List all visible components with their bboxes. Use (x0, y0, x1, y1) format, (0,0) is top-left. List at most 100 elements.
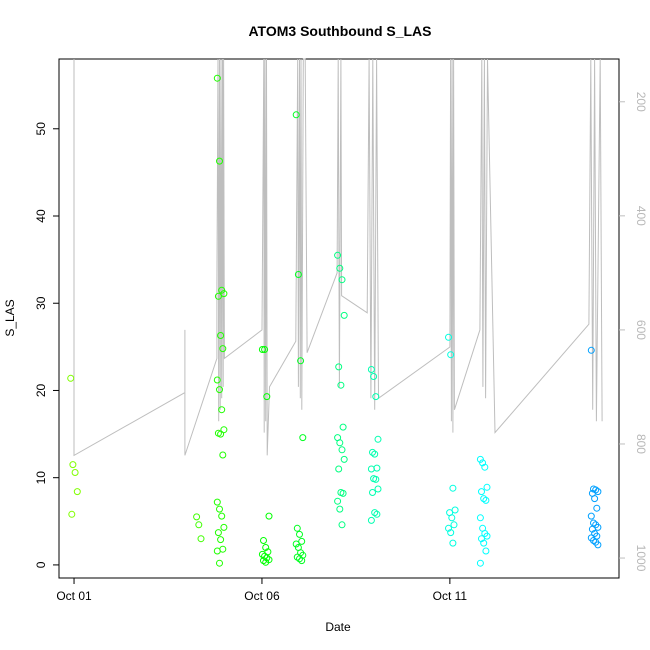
data-point (367, 465, 375, 473)
data-point (480, 495, 488, 503)
data-point (594, 541, 602, 549)
data-point (478, 535, 485, 543)
data-point (265, 512, 273, 520)
data-point (262, 558, 270, 566)
data-point (373, 510, 381, 518)
data-point (217, 536, 225, 544)
data-point (296, 530, 303, 538)
data-point (218, 406, 226, 414)
data-point (339, 489, 347, 497)
data-point (71, 469, 79, 476)
data-point (338, 521, 346, 529)
data-point (262, 544, 270, 551)
data-point (197, 535, 205, 543)
data-point (476, 455, 484, 463)
data-point (195, 521, 203, 529)
chart-title: ATOM3 Southbound S_LAS (248, 23, 431, 39)
data-point (220, 426, 228, 434)
data-point (67, 374, 75, 382)
data-point (483, 483, 491, 491)
data-point (219, 345, 227, 353)
right-tick-label: 400 (634, 206, 648, 226)
data-point (298, 537, 306, 545)
depth-trace-line (73, 58, 603, 457)
data-point (338, 276, 346, 284)
y-tick-label: 30 (34, 296, 48, 310)
data-point (292, 111, 300, 119)
data-point (298, 557, 306, 565)
data-point (483, 532, 491, 540)
data-point (591, 495, 599, 503)
data-point (448, 514, 456, 522)
data-point (445, 524, 452, 532)
x-axis-label: Date (325, 620, 351, 634)
data-point (445, 333, 452, 341)
data-point (216, 157, 223, 165)
data-point (372, 475, 380, 483)
right-tick-label: 600 (634, 320, 648, 340)
right-axis: 200 400 600 800 1000 (619, 92, 648, 572)
data-point (336, 264, 344, 272)
data-point (590, 537, 597, 544)
data-point (479, 459, 487, 467)
data-point (216, 505, 223, 513)
data-point (449, 484, 457, 492)
data-point (449, 539, 457, 547)
data-point (292, 540, 300, 548)
data-point (334, 251, 342, 259)
data-point (261, 346, 269, 353)
data-point (587, 346, 595, 354)
data-point (334, 497, 342, 505)
right-tick-label: 200 (634, 92, 648, 112)
data-point (335, 465, 343, 473)
data-point (335, 363, 343, 371)
plot-frame (58, 58, 620, 579)
right-tick-label: 800 (634, 434, 648, 454)
data-point (293, 524, 301, 532)
data-point (336, 505, 344, 513)
data-point (588, 525, 596, 533)
data-point (337, 381, 345, 389)
data-point (293, 553, 301, 561)
y-tick-label: 10 (34, 471, 48, 485)
data-point (587, 512, 595, 520)
data-point (296, 555, 303, 563)
data-point (213, 498, 221, 506)
data-point (336, 439, 344, 447)
x-tick-label: Oct 11 (433, 589, 468, 603)
data-point (299, 434, 307, 442)
data-point (297, 357, 305, 365)
data-point (593, 504, 601, 512)
y-tick-label: 20 (34, 383, 48, 397)
data-point (447, 351, 455, 359)
data-point (214, 529, 222, 537)
data-point (476, 514, 484, 522)
data-point (219, 451, 227, 459)
y-tick-label: 0 (34, 561, 48, 568)
data-point (371, 450, 379, 458)
right-tick-label: 1000 (634, 545, 648, 572)
y-tick-label: 40 (34, 209, 48, 223)
data-point (338, 446, 346, 454)
y-tick-label: 50 (34, 122, 48, 136)
depth-trace (73, 58, 603, 457)
data-point (450, 521, 458, 529)
data-point (370, 373, 378, 380)
data-point (217, 332, 225, 339)
data-point (213, 376, 221, 384)
data-point (374, 485, 382, 493)
data-point (68, 510, 76, 518)
x-tick-label: Oct 06 (244, 589, 280, 603)
data-point (217, 430, 225, 438)
data-point (214, 292, 222, 300)
data-point (482, 496, 490, 504)
data-point (369, 489, 376, 496)
data-point (447, 529, 455, 537)
data-point (372, 393, 380, 401)
data-point (263, 393, 271, 401)
data-point (480, 539, 488, 547)
scatter-points (67, 74, 602, 567)
data-point (193, 513, 201, 521)
data-point (478, 488, 485, 496)
